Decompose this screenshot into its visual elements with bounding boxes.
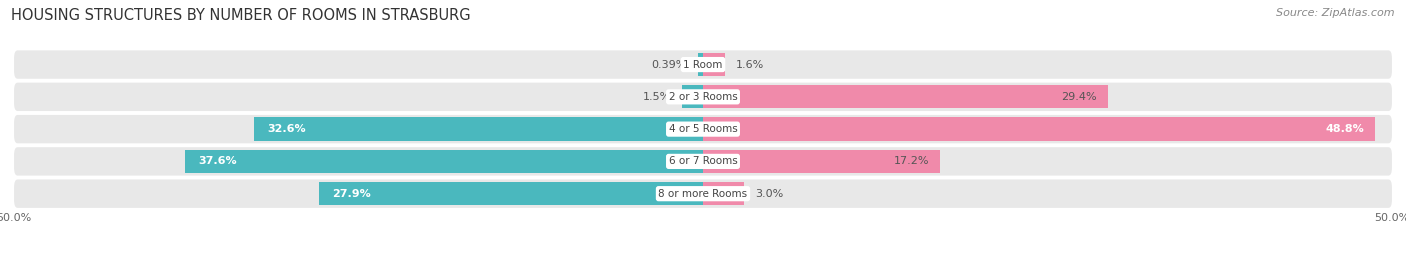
Text: 6 or 7 Rooms: 6 or 7 Rooms <box>669 156 737 167</box>
Text: 32.6%: 32.6% <box>267 124 307 134</box>
FancyBboxPatch shape <box>14 50 1392 79</box>
Text: 37.6%: 37.6% <box>198 156 238 167</box>
Bar <box>254 118 703 141</box>
Bar <box>703 118 1375 141</box>
Text: 1.5%: 1.5% <box>643 92 671 102</box>
Text: 4 or 5 Rooms: 4 or 5 Rooms <box>669 124 737 134</box>
Bar <box>186 150 703 173</box>
Text: 48.8%: 48.8% <box>1326 124 1364 134</box>
Bar <box>682 85 703 108</box>
Text: 2 or 3 Rooms: 2 or 3 Rooms <box>669 92 737 102</box>
Bar <box>703 182 744 205</box>
FancyBboxPatch shape <box>14 147 1392 176</box>
Bar <box>697 53 703 76</box>
Bar <box>703 85 1108 108</box>
Bar <box>703 150 941 173</box>
FancyBboxPatch shape <box>14 83 1392 111</box>
Bar <box>319 182 703 205</box>
FancyBboxPatch shape <box>14 115 1392 143</box>
Text: 27.9%: 27.9% <box>332 189 371 199</box>
Text: Source: ZipAtlas.com: Source: ZipAtlas.com <box>1277 8 1395 18</box>
FancyBboxPatch shape <box>14 179 1392 208</box>
Text: HOUSING STRUCTURES BY NUMBER OF ROOMS IN STRASBURG: HOUSING STRUCTURES BY NUMBER OF ROOMS IN… <box>11 8 471 23</box>
Text: 29.4%: 29.4% <box>1062 92 1097 102</box>
Text: 0.39%: 0.39% <box>651 59 686 70</box>
Text: 8 or more Rooms: 8 or more Rooms <box>658 189 748 199</box>
Text: 1 Room: 1 Room <box>683 59 723 70</box>
Bar <box>703 53 725 76</box>
Text: 17.2%: 17.2% <box>893 156 929 167</box>
Text: 1.6%: 1.6% <box>737 59 765 70</box>
Text: 3.0%: 3.0% <box>755 189 783 199</box>
